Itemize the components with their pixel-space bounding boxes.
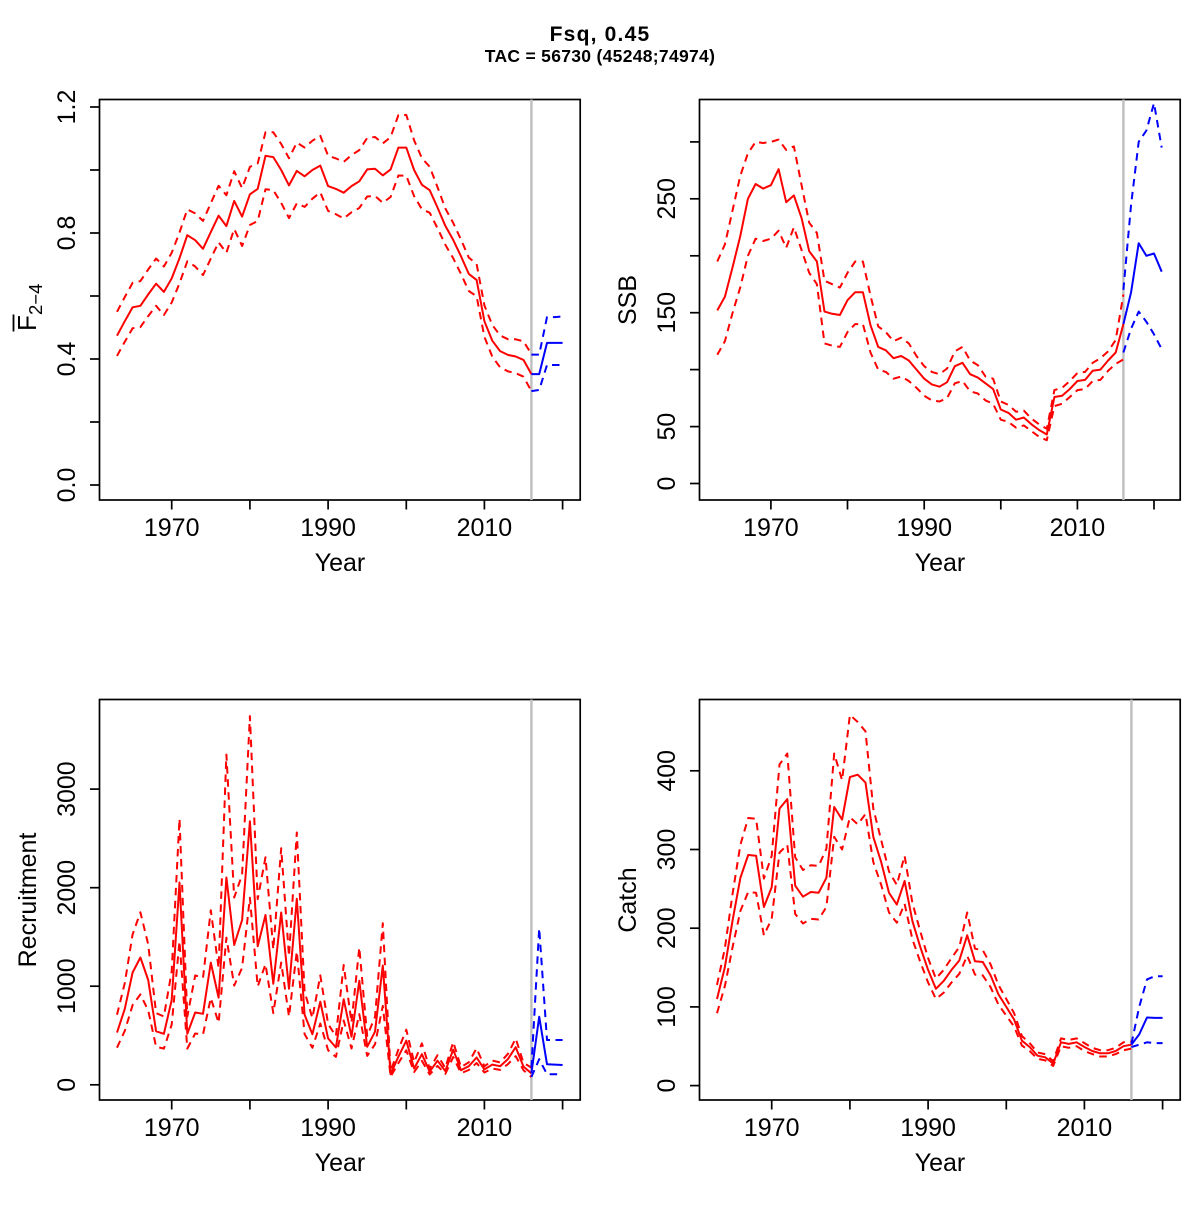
svg-text:Catch: Catch: [614, 867, 642, 932]
svg-text:150: 150: [653, 292, 681, 334]
svg-text:1000: 1000: [53, 958, 81, 1014]
svg-text:0.8: 0.8: [53, 216, 81, 251]
svg-text:1990: 1990: [300, 514, 356, 542]
svg-text:2−4: 2−4: [25, 284, 46, 315]
svg-text:0.0: 0.0: [53, 468, 81, 503]
svg-text:1990: 1990: [300, 1114, 356, 1142]
svg-text:1.2: 1.2: [53, 90, 81, 125]
svg-text:200: 200: [653, 907, 681, 949]
svg-text:300: 300: [653, 829, 681, 871]
svg-text:SSB: SSB: [614, 275, 642, 325]
svg-text:F: F: [12, 315, 42, 331]
svg-text:250: 250: [653, 178, 681, 220]
svg-text:1970: 1970: [144, 514, 200, 542]
svg-text:Fsq, 0.45: Fsq, 0.45: [550, 23, 651, 46]
svg-text:1970: 1970: [743, 514, 799, 542]
svg-text:2010: 2010: [1050, 514, 1106, 542]
svg-text:Year: Year: [915, 1149, 966, 1177]
svg-text:1970: 1970: [744, 1114, 800, 1142]
svg-text:2010: 2010: [457, 1114, 513, 1142]
svg-text:1990: 1990: [896, 514, 952, 542]
svg-text:2010: 2010: [1057, 1114, 1113, 1142]
svg-text:Year: Year: [315, 549, 366, 577]
svg-text:100: 100: [653, 986, 681, 1028]
svg-text:400: 400: [653, 750, 681, 792]
svg-text:1990: 1990: [900, 1114, 956, 1142]
svg-text:0: 0: [653, 477, 681, 491]
svg-text:Recruitment: Recruitment: [14, 833, 42, 968]
svg-text:1970: 1970: [144, 1114, 200, 1142]
svg-text:50: 50: [653, 413, 681, 441]
svg-text:2010: 2010: [457, 514, 513, 542]
svg-text:2000: 2000: [53, 860, 81, 916]
svg-text:TAC = 56730 (45248;74974): TAC = 56730 (45248;74974): [485, 46, 715, 66]
svg-text:0: 0: [653, 1079, 681, 1093]
svg-text:Year: Year: [915, 549, 966, 577]
svg-text:0.4: 0.4: [53, 342, 81, 377]
svg-text:0: 0: [53, 1078, 81, 1092]
svg-text:3000: 3000: [53, 761, 81, 817]
svg-text:Year: Year: [315, 1149, 366, 1177]
